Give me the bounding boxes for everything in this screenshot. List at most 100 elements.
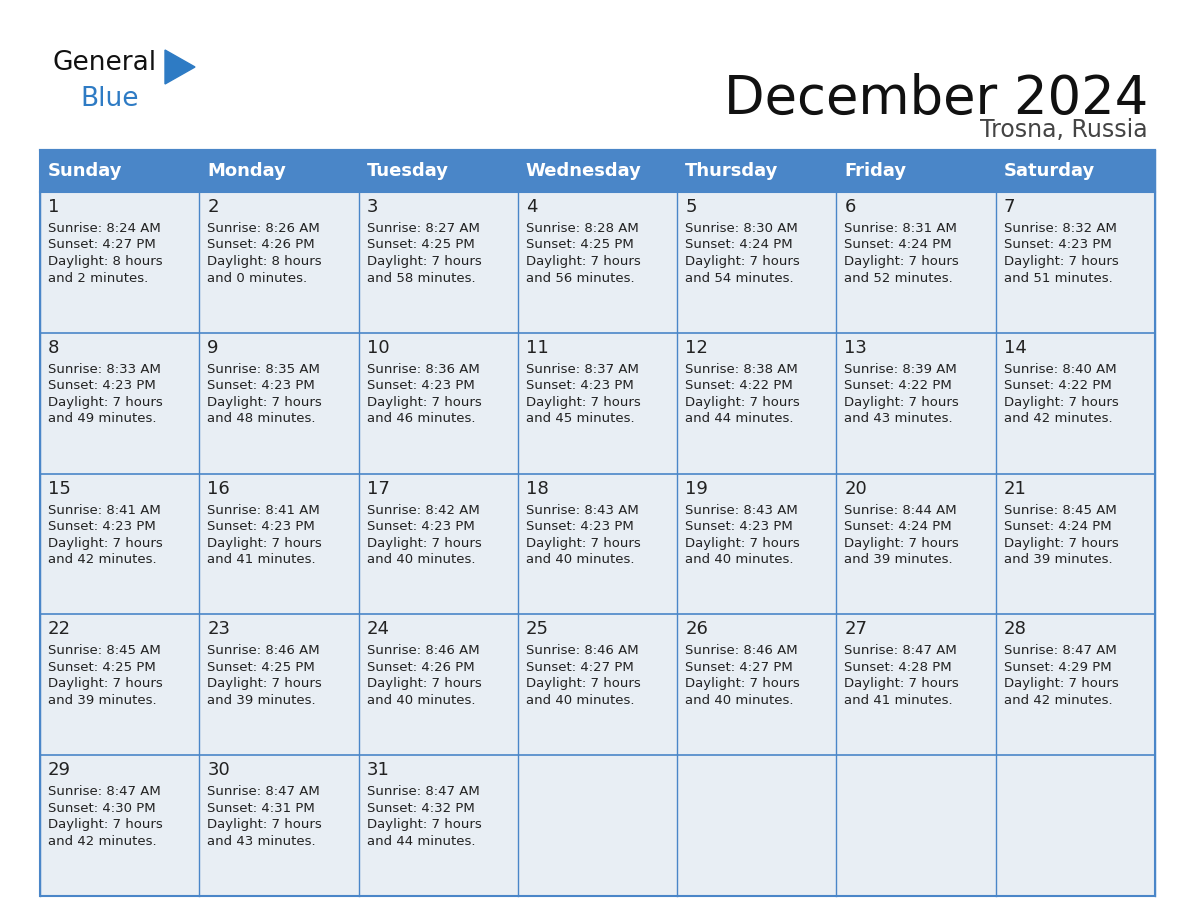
Bar — [677, 756, 836, 896]
Text: 1: 1 — [48, 198, 59, 216]
Bar — [518, 756, 677, 896]
Text: Daylight: 7 hours: Daylight: 7 hours — [367, 818, 481, 831]
Bar — [359, 756, 518, 896]
Text: and 43 minutes.: and 43 minutes. — [207, 834, 316, 847]
Text: Daylight: 7 hours: Daylight: 7 hours — [526, 255, 640, 268]
Text: Sunrise: 8:40 AM: Sunrise: 8:40 AM — [1004, 363, 1117, 375]
Text: Sunrise: 8:42 AM: Sunrise: 8:42 AM — [367, 504, 479, 517]
Text: Sunset: 4:27 PM: Sunset: 4:27 PM — [526, 661, 633, 674]
Text: 21: 21 — [1004, 479, 1026, 498]
Text: Daylight: 7 hours: Daylight: 7 hours — [526, 537, 640, 550]
Text: 2: 2 — [207, 198, 219, 216]
Text: 26: 26 — [685, 621, 708, 638]
Text: and 44 minutes.: and 44 minutes. — [685, 412, 794, 425]
Bar — [200, 333, 359, 474]
Bar — [996, 333, 1155, 474]
Bar — [996, 474, 1155, 614]
Text: and 40 minutes.: and 40 minutes. — [526, 554, 634, 566]
Text: and 42 minutes.: and 42 minutes. — [48, 554, 157, 566]
Bar — [836, 756, 996, 896]
Bar — [836, 333, 996, 474]
Text: and 58 minutes.: and 58 minutes. — [367, 272, 475, 285]
Text: and 0 minutes.: and 0 minutes. — [207, 272, 308, 285]
Bar — [200, 192, 359, 333]
Text: 23: 23 — [207, 621, 230, 638]
Text: Sunrise: 8:47 AM: Sunrise: 8:47 AM — [207, 785, 320, 798]
Text: and 51 minutes.: and 51 minutes. — [1004, 272, 1112, 285]
Text: Daylight: 7 hours: Daylight: 7 hours — [48, 537, 163, 550]
Text: 17: 17 — [367, 479, 390, 498]
Text: 10: 10 — [367, 339, 390, 357]
Text: Sunset: 4:24 PM: Sunset: 4:24 PM — [845, 239, 952, 252]
Bar — [40, 614, 200, 756]
Bar — [40, 150, 1155, 896]
Text: Wednesday: Wednesday — [526, 162, 642, 180]
Text: December 2024: December 2024 — [723, 73, 1148, 125]
Text: and 56 minutes.: and 56 minutes. — [526, 272, 634, 285]
Text: Sunrise: 8:47 AM: Sunrise: 8:47 AM — [1004, 644, 1117, 657]
Bar — [677, 474, 836, 614]
Text: Blue: Blue — [80, 86, 139, 112]
Text: Sunrise: 8:46 AM: Sunrise: 8:46 AM — [207, 644, 320, 657]
Text: General: General — [52, 50, 156, 76]
Bar — [359, 614, 518, 756]
Text: Sunrise: 8:27 AM: Sunrise: 8:27 AM — [367, 222, 480, 235]
Bar — [677, 333, 836, 474]
Text: 11: 11 — [526, 339, 549, 357]
Text: Sunrise: 8:44 AM: Sunrise: 8:44 AM — [845, 504, 958, 517]
Text: Daylight: 7 hours: Daylight: 7 hours — [526, 396, 640, 409]
Text: and 54 minutes.: and 54 minutes. — [685, 272, 794, 285]
Bar — [677, 614, 836, 756]
Text: Sunset: 4:24 PM: Sunset: 4:24 PM — [685, 239, 792, 252]
Text: Monday: Monday — [207, 162, 286, 180]
Text: 16: 16 — [207, 479, 230, 498]
Text: Sunset: 4:23 PM: Sunset: 4:23 PM — [48, 379, 156, 392]
Bar — [518, 614, 677, 756]
Bar — [518, 192, 677, 333]
Text: Sunset: 4:25 PM: Sunset: 4:25 PM — [48, 661, 156, 674]
Bar — [40, 192, 200, 333]
Text: and 45 minutes.: and 45 minutes. — [526, 412, 634, 425]
Text: and 41 minutes.: and 41 minutes. — [207, 554, 316, 566]
Text: Sunrise: 8:32 AM: Sunrise: 8:32 AM — [1004, 222, 1117, 235]
Text: Sunset: 4:23 PM: Sunset: 4:23 PM — [367, 379, 474, 392]
Text: 25: 25 — [526, 621, 549, 638]
Text: 20: 20 — [845, 479, 867, 498]
Text: and 42 minutes.: and 42 minutes. — [48, 834, 157, 847]
Bar — [359, 333, 518, 474]
Text: Sunrise: 8:43 AM: Sunrise: 8:43 AM — [685, 504, 798, 517]
Text: Daylight: 7 hours: Daylight: 7 hours — [207, 818, 322, 831]
Text: Sunrise: 8:46 AM: Sunrise: 8:46 AM — [685, 644, 798, 657]
Text: 5: 5 — [685, 198, 696, 216]
Text: Sunset: 4:32 PM: Sunset: 4:32 PM — [367, 801, 474, 814]
Text: Sunset: 4:26 PM: Sunset: 4:26 PM — [367, 661, 474, 674]
Bar — [40, 474, 200, 614]
Bar — [40, 150, 1155, 192]
Text: and 39 minutes.: and 39 minutes. — [48, 694, 157, 707]
Text: and 39 minutes.: and 39 minutes. — [207, 694, 316, 707]
Text: Daylight: 7 hours: Daylight: 7 hours — [48, 677, 163, 690]
Bar — [359, 474, 518, 614]
Text: Saturday: Saturday — [1004, 162, 1095, 180]
Text: and 39 minutes.: and 39 minutes. — [1004, 554, 1112, 566]
Text: Sunrise: 8:39 AM: Sunrise: 8:39 AM — [845, 363, 958, 375]
Text: Sunrise: 8:46 AM: Sunrise: 8:46 AM — [526, 644, 638, 657]
Text: 30: 30 — [207, 761, 230, 779]
Text: Sunrise: 8:30 AM: Sunrise: 8:30 AM — [685, 222, 798, 235]
Text: Daylight: 7 hours: Daylight: 7 hours — [367, 677, 481, 690]
Text: Sunrise: 8:28 AM: Sunrise: 8:28 AM — [526, 222, 639, 235]
Text: Sunrise: 8:38 AM: Sunrise: 8:38 AM — [685, 363, 798, 375]
Text: and 43 minutes.: and 43 minutes. — [845, 412, 953, 425]
Text: Sunrise: 8:47 AM: Sunrise: 8:47 AM — [845, 644, 958, 657]
Text: and 40 minutes.: and 40 minutes. — [685, 554, 794, 566]
Text: Sunrise: 8:36 AM: Sunrise: 8:36 AM — [367, 363, 479, 375]
Text: Daylight: 7 hours: Daylight: 7 hours — [48, 396, 163, 409]
Bar — [996, 756, 1155, 896]
Text: and 40 minutes.: and 40 minutes. — [685, 694, 794, 707]
Text: 27: 27 — [845, 621, 867, 638]
Text: 12: 12 — [685, 339, 708, 357]
Text: Sunset: 4:25 PM: Sunset: 4:25 PM — [526, 239, 633, 252]
Text: Sunrise: 8:26 AM: Sunrise: 8:26 AM — [207, 222, 320, 235]
Text: Sunset: 4:23 PM: Sunset: 4:23 PM — [48, 521, 156, 533]
Text: and 41 minutes.: and 41 minutes. — [845, 694, 953, 707]
